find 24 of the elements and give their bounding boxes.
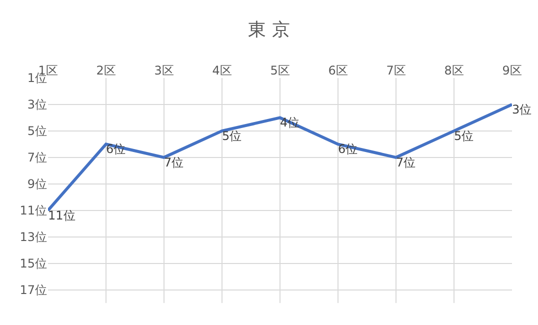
data-label: 11位 bbox=[48, 208, 76, 222]
x-tick-label: 9区 bbox=[502, 64, 522, 78]
x-tick-label: 2区 bbox=[96, 64, 116, 78]
x-tick-label: 7区 bbox=[386, 64, 406, 78]
y-tick-label: 3位 bbox=[27, 98, 47, 112]
y-tick-label: 9位 bbox=[27, 177, 47, 192]
data-label: 7位 bbox=[396, 155, 416, 170]
x-tick-label: 5区 bbox=[270, 64, 290, 78]
y-tick-label: 5位 bbox=[27, 124, 47, 138]
y-tick-label: 15位 bbox=[20, 256, 47, 270]
x-tick-label: 6区 bbox=[328, 64, 348, 78]
x-tick-label: 8区 bbox=[444, 64, 464, 78]
y-tick-label: 7位 bbox=[27, 150, 47, 165]
x-tick-label: 3区 bbox=[154, 64, 174, 78]
data-label: 3位 bbox=[512, 102, 532, 116]
chart-title: 東 京 bbox=[248, 19, 290, 40]
y-tick-label: 17位 bbox=[20, 282, 47, 297]
data-label: 5位 bbox=[454, 128, 474, 143]
x-tick-label: 4区 bbox=[212, 64, 232, 78]
y-tick-label: 11位 bbox=[20, 204, 47, 218]
data-label: 5位 bbox=[222, 128, 242, 143]
y-tick-label: 13位 bbox=[20, 230, 47, 244]
data-label: 7位 bbox=[164, 155, 184, 170]
line-series bbox=[48, 102, 512, 212]
